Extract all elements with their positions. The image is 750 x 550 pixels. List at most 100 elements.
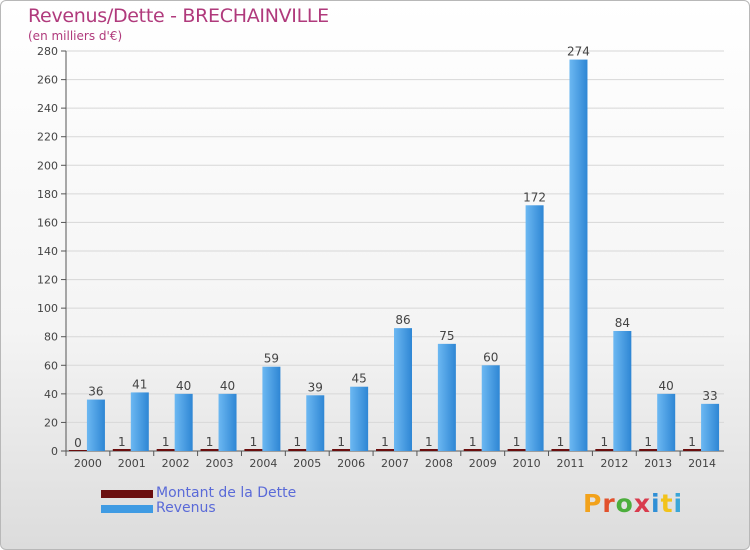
data-label-dette: 1 (206, 435, 214, 449)
bar-revenus (569, 59, 588, 451)
x-tick-label: 2009 (469, 457, 497, 470)
x-tick-label: 2013 (644, 457, 672, 470)
bar-dette (595, 449, 614, 451)
bar-revenus (437, 343, 456, 451)
logo-letter: i (651, 489, 661, 518)
bar-revenus (130, 392, 149, 451)
bar-dette (463, 449, 482, 451)
legend-label-revenus: Revenus (156, 500, 216, 516)
data-label-revenus: 40 (220, 379, 235, 393)
data-label-revenus: 33 (702, 389, 717, 403)
bar-revenus (657, 393, 676, 451)
bar-dette (419, 449, 438, 451)
legend-swatch-dette (101, 489, 153, 498)
chart-title: Revenus/Dette - BRECHAINVILLE (28, 5, 329, 27)
bar-dette (244, 449, 263, 451)
x-tick-label: 2011 (556, 457, 584, 470)
legend-item-revenus: Revenus (101, 501, 296, 516)
x-tick-label: 2010 (513, 457, 541, 470)
y-tick-label: 40 (44, 388, 58, 401)
bar-revenus (218, 393, 237, 451)
x-tick-label: 2003 (206, 457, 234, 470)
legend: Montant de la Dette Revenus (101, 486, 296, 516)
bar-dette (68, 450, 87, 451)
data-label-dette: 1 (513, 435, 521, 449)
bar-revenus (701, 403, 720, 451)
logo-letter: x (633, 489, 651, 518)
y-tick-label: 220 (37, 131, 58, 144)
proxiti-logo: Proxiti (583, 489, 683, 518)
y-tick-label: 0 (51, 445, 58, 458)
data-label-revenus: 274 (567, 45, 590, 59)
bar-revenus (350, 386, 369, 451)
data-label-revenus: 75 (439, 329, 454, 343)
x-tick-label: 2005 (293, 457, 321, 470)
x-tick-label: 2000 (74, 457, 102, 470)
bar-revenus (481, 365, 500, 451)
bar-dette (288, 449, 307, 451)
data-label-revenus: 36 (88, 385, 103, 399)
x-tick-label: 2008 (425, 457, 453, 470)
data-label-revenus: 39 (308, 380, 323, 394)
y-tick-label: 200 (37, 159, 58, 172)
data-label-revenus: 40 (659, 379, 674, 393)
logo-letter: o (615, 489, 634, 518)
y-tick-label: 160 (37, 216, 58, 229)
logo-letter: r (602, 489, 616, 518)
x-tick-label: 2002 (162, 457, 190, 470)
data-label-dette: 1 (118, 435, 126, 449)
x-tick-label: 2006 (337, 457, 365, 470)
bar-dette (683, 449, 702, 451)
y-tick-label: 260 (37, 74, 58, 87)
x-tick-label: 2004 (249, 457, 277, 470)
bars: 0 36 1 41 1 40 1 40 1 59 1 39 1 45 1 86 1 75 1 60 1 172 1 274 1 8… (68, 45, 720, 451)
x-tick-label: 2014 (688, 457, 716, 470)
data-label-dette: 1 (250, 435, 258, 449)
legend-label-dette: Montant de la Dette (156, 485, 297, 501)
data-label-dette: 1 (425, 435, 433, 449)
y-tick-label: 280 (37, 45, 58, 58)
bar-dette (551, 449, 570, 451)
axes: 0204060801001201401601802002202402602802… (37, 45, 724, 470)
y-tick-label: 100 (37, 302, 58, 315)
data-label-dette: 1 (469, 435, 477, 449)
y-tick-label: 140 (37, 245, 58, 258)
data-label-revenus: 86 (395, 313, 410, 327)
bar-revenus (86, 399, 105, 451)
y-tick-label: 20 (44, 416, 58, 429)
bar-revenus (394, 328, 412, 451)
bar-dette (639, 449, 658, 451)
data-label-revenus: 40 (176, 379, 191, 393)
x-tick-label: 2012 (600, 457, 628, 470)
data-label-dette: 1 (337, 435, 345, 449)
y-tick-label: 80 (44, 331, 58, 344)
logo-letter: t (660, 489, 674, 518)
bar-dette (376, 449, 394, 451)
x-tick-label: 2001 (118, 457, 146, 470)
bar-dette (332, 449, 351, 451)
chart-subtitle: (en milliers d'€) (28, 29, 123, 43)
bar-dette (507, 449, 526, 451)
data-label-dette: 1 (601, 435, 609, 449)
bar-revenus (306, 395, 325, 451)
data-label-dette: 1 (293, 435, 301, 449)
bar-revenus (174, 393, 193, 451)
legend-swatch-revenus (101, 504, 153, 513)
legend-item-dette: Montant de la Dette (101, 486, 296, 501)
bar-dette (156, 449, 175, 451)
bar-revenus (525, 205, 544, 451)
data-label-revenus: 59 (264, 352, 279, 366)
data-label-revenus: 41 (132, 377, 147, 391)
x-tick-label: 2007 (381, 457, 409, 470)
data-label-dette: 1 (557, 435, 565, 449)
y-tick-label: 120 (37, 274, 58, 287)
data-label-dette: 1 (688, 435, 696, 449)
bar-revenus (262, 366, 281, 451)
data-label-dette: 1 (381, 435, 389, 449)
bar-dette (112, 449, 131, 451)
logo-letter: i (673, 489, 684, 518)
data-label-revenus: 60 (483, 350, 498, 364)
y-tick-label: 60 (44, 359, 58, 372)
